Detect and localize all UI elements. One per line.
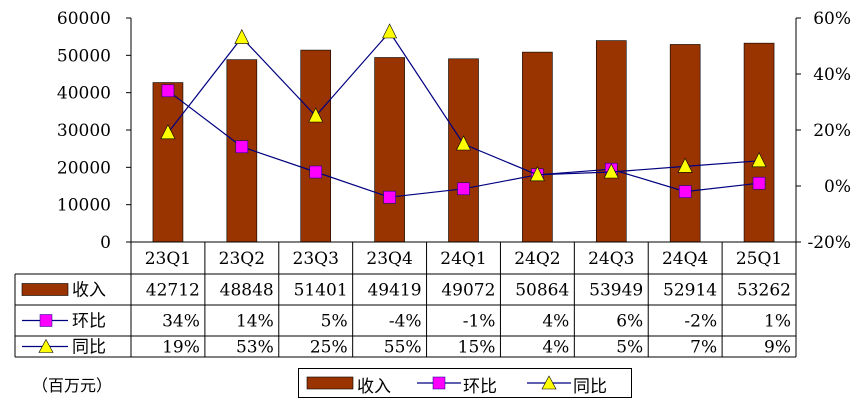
legend-label-mom: 环比 [463,377,497,397]
right-tick-label: -20% [807,233,851,253]
data-value: 52914 [663,281,717,301]
left-tick-label: 40000 [57,84,111,104]
lines-layer [160,23,767,204]
bar [522,51,553,243]
mom-point [383,190,396,204]
data-value: 5% [616,338,643,358]
data-value: 15% [458,338,496,358]
data-value: 1% [764,312,791,332]
category-label: 24Q2 [514,249,560,269]
legend: 收入 环比 同比 [298,368,632,398]
row-bar-swatch [21,283,69,296]
data-value: 14% [236,312,274,332]
data-value: 42712 [146,281,200,301]
data-value: 5% [321,312,348,332]
mom-point [309,165,322,179]
mom-point [457,182,470,196]
category-label: 23Q3 [293,249,339,269]
data-value: 4% [542,312,569,332]
data-value: 53262 [737,281,791,301]
bar [448,58,479,243]
data-value: 48848 [220,281,274,301]
row-triangle-marker-icon [38,338,54,353]
bar [595,40,627,243]
data-value: 50864 [515,281,569,301]
row-header-label: 同比 [72,338,106,358]
data-value: -1% [463,312,496,332]
bar [300,49,332,243]
right-tick-label: 60% [813,9,851,29]
yoy-point [456,135,471,151]
legend-label-revenue: 收入 [357,377,391,397]
unit-label: （百万元） [32,376,113,395]
mom-point [678,185,692,198]
yoy-point [160,124,176,140]
bars-layer [152,40,775,243]
yoy-point [677,157,693,173]
axes-layer: 0 10000 20000 30000 40000 50000 60000 -20% 0% 20%… [57,9,851,253]
category-label: 23Q4 [366,249,412,269]
data-value: 49419 [367,281,421,301]
row-header-label: 收入 [72,281,106,301]
legend-bar-swatch [306,376,354,390]
right-tick-label: 40% [813,65,851,85]
category-label: 24Q3 [588,249,634,269]
data-value: 6% [616,312,643,332]
data-value: 55% [384,338,422,358]
category-label: 23Q1 [145,249,191,269]
left-tick-label: 30000 [57,121,111,141]
category-label: 24Q4 [662,249,708,269]
data-value: -2% [684,312,717,332]
mom-point [752,176,766,190]
left-tick-label: 10000 [57,196,111,216]
yoy-point [234,28,250,44]
right-tick-label: 0% [824,177,851,197]
right-tick-label: 20% [813,121,851,141]
mom-point [235,140,249,154]
category-label: 25Q1 [736,249,782,269]
yoy-point [529,166,545,182]
left-tick-label: 50000 [57,46,111,66]
data-table: 23Q1 23Q2 23Q3 23Q4 24Q1 24Q2 24Q3 24Q4 25Q1 收入 42… [14,241,797,358]
data-value: 19% [162,338,200,358]
category-label: 23Q2 [219,249,265,269]
left-tick-label: 0 [100,233,111,253]
data-value: 53% [236,338,274,358]
row-square-marker-icon [39,314,53,327]
data-value: 7% [690,338,717,358]
mom-point [161,84,175,98]
data-value: 49072 [441,281,495,301]
data-value: 25% [310,338,348,358]
legend-square-marker-icon [432,376,446,390]
left-tick-label: 20000 [57,158,111,178]
bar [152,82,184,243]
data-value: 9% [764,338,791,358]
data-value: 53949 [589,281,643,301]
row-header-label: 环比 [72,312,106,332]
left-tick-label: 60000 [57,9,111,29]
yoy-point [308,107,324,123]
legend-label-yoy: 同比 [573,377,607,397]
data-value: 4% [542,338,569,358]
category-label: 24Q1 [440,249,486,269]
legend-triangle-marker-icon [541,375,557,390]
bar [374,57,405,243]
yoy-point [751,152,767,168]
data-value: 51401 [294,281,348,301]
yoy-point [382,23,398,39]
data-value: -4% [389,312,422,332]
bar [743,42,775,243]
yoy-point [603,163,619,179]
data-value: 34% [162,312,200,332]
bar [669,44,701,243]
legend-swatches [306,375,571,390]
